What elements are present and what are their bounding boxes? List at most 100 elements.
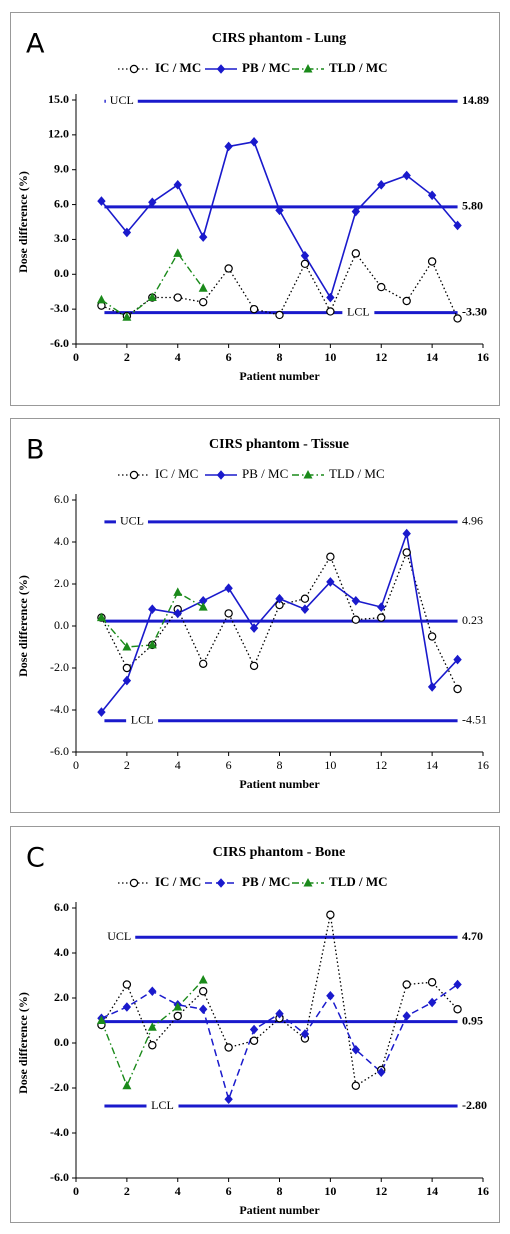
data-point <box>351 249 361 258</box>
label-bg <box>146 1100 179 1112</box>
y-tick-label: 6.0 <box>54 492 69 506</box>
data-point <box>224 141 233 152</box>
data-point <box>300 259 310 269</box>
control-value-label: 0.23 <box>462 613 483 627</box>
x-tick-label: 6 <box>226 350 232 364</box>
panel-label: B <box>26 435 45 466</box>
legend-marker <box>216 878 226 888</box>
x-tick-label: 12 <box>375 758 387 772</box>
x-axis-title: Patient number <box>239 369 320 383</box>
control-name-label: UCL <box>120 514 144 528</box>
control-name-label: UCL <box>110 93 134 107</box>
data-point <box>122 1080 132 1090</box>
data-point <box>198 297 208 307</box>
x-tick-label: 8 <box>277 758 283 772</box>
data-point <box>122 663 132 673</box>
y-tick-label: 2.0 <box>54 990 69 1004</box>
data-point <box>275 1008 284 1019</box>
x-tick-label: 10 <box>324 758 336 772</box>
series-line <box>101 252 204 319</box>
y-tick-label: 4.0 <box>54 945 69 959</box>
legend-label: IC / MC <box>155 874 201 889</box>
data-point <box>97 707 106 717</box>
data-point <box>173 587 183 596</box>
control-value-label: 0.95 <box>462 1013 483 1027</box>
data-point <box>96 294 106 304</box>
data-point <box>427 978 437 987</box>
data-point <box>148 604 157 614</box>
data-point <box>377 282 386 292</box>
data-point <box>402 980 411 989</box>
x-tick-label: 12 <box>375 1184 387 1198</box>
data-point <box>122 227 132 238</box>
data-point <box>97 196 106 206</box>
data-point <box>300 594 310 603</box>
series-line <box>101 983 458 1102</box>
label-bg <box>126 714 159 727</box>
legend-label: TLD / MC <box>329 60 388 75</box>
label-bg <box>115 515 148 528</box>
y-tick-label: -6.0 <box>50 744 69 758</box>
legend-marker <box>303 470 313 479</box>
data-point <box>377 180 386 190</box>
data-point <box>275 310 284 320</box>
data-point <box>427 257 437 266</box>
data-point <box>453 220 462 231</box>
panel-frame <box>10 12 500 406</box>
data-point <box>326 990 335 1001</box>
x-tick-label: 8 <box>277 350 283 364</box>
y-tick-label: 3.0 <box>54 231 69 245</box>
series-line <box>100 140 459 300</box>
data-point <box>122 312 132 321</box>
y-tick-label: 0.0 <box>54 266 69 280</box>
chart-title: CIRS phantom - Lung <box>212 31 346 46</box>
y-tick-label: -4.0 <box>50 1125 69 1139</box>
x-tick-label: 16 <box>477 1184 489 1198</box>
data-point <box>351 1044 361 1055</box>
y-tick-label: -6.0 <box>50 336 69 350</box>
data-point <box>427 190 437 201</box>
control-name-label: UCL <box>107 929 131 943</box>
x-tick-label: 10 <box>324 350 336 364</box>
data-point <box>96 1015 106 1024</box>
legend-label: IC / MC <box>155 60 201 75</box>
x-tick-label: 4 <box>175 758 181 772</box>
control-value-label: 4.70 <box>462 929 483 943</box>
data-point <box>275 205 284 216</box>
data-point <box>351 596 361 606</box>
legend-label: TLD / MC <box>329 466 385 481</box>
data-point <box>249 1036 259 1045</box>
control-name-label: LCL <box>151 1098 174 1112</box>
data-point <box>402 1011 411 1021</box>
data-point <box>224 1043 233 1052</box>
data-point <box>122 980 132 989</box>
data-point <box>300 250 310 261</box>
data-point <box>147 1022 157 1031</box>
legend-label: PB / MC <box>242 466 288 481</box>
data-point <box>198 602 208 611</box>
x-tick-label: 16 <box>477 758 489 772</box>
data-point <box>326 292 335 303</box>
legend-marker <box>129 64 139 74</box>
control-name-label: LCL <box>347 304 370 318</box>
x-tick-label: 14 <box>426 350 438 364</box>
data-point <box>224 264 233 273</box>
data-point <box>148 986 157 997</box>
x-tick-label: 16 <box>477 350 489 364</box>
data-point <box>148 1041 157 1050</box>
legend-label: PB / MC <box>242 874 290 889</box>
x-tick-label: 14 <box>426 758 438 772</box>
data-point <box>198 596 208 606</box>
data-point <box>275 593 284 604</box>
legend-marker <box>303 64 313 73</box>
label-bg <box>342 306 375 319</box>
y-tick-label: 6.0 <box>54 900 69 914</box>
series-line <box>100 533 459 713</box>
data-point <box>351 1081 361 1090</box>
y-tick-label: 0.0 <box>54 618 69 632</box>
y-tick-label: -4.0 <box>50 702 69 716</box>
data-point <box>96 612 106 622</box>
legend-marker <box>216 470 226 480</box>
data-point <box>427 997 437 1008</box>
